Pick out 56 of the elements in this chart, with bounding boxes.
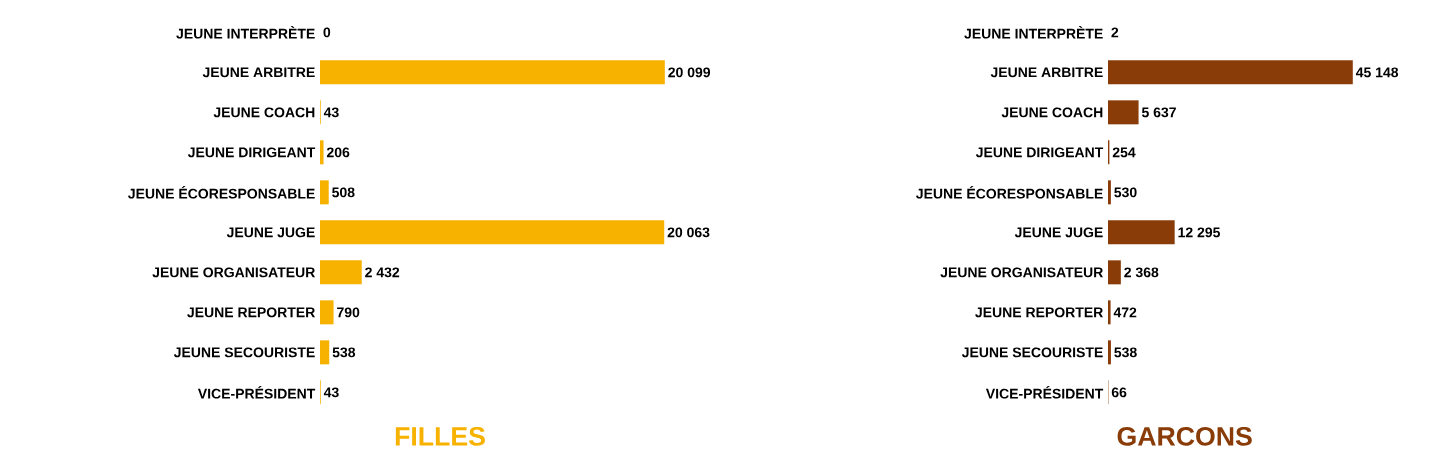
data-label: 43 (323, 387, 339, 398)
y-tick-label: JEUNE JUGE (226, 227, 315, 238)
data-label: 45 148 (1355, 67, 1399, 78)
y-tick-label: VICE-PRÉSIDENT (985, 386, 1104, 399)
y-tick-label: JEUNE SECOURISTE (961, 347, 1103, 358)
data-label: 538 (332, 347, 356, 358)
data-label: 12 295 (1178, 227, 1220, 238)
data-label: 2 368 (1124, 267, 1159, 278)
bar (1108, 60, 1353, 85)
text: FILLES (395, 426, 485, 446)
bar (320, 180, 329, 205)
data-label: 43 (323, 107, 339, 118)
y-tick-label: JEUNE ÉCORESPONSABLE (916, 186, 1103, 199)
y-tick-label: JEUNE REPORTER (975, 307, 1103, 318)
data-label: 472 (1113, 307, 1137, 318)
data-label: 66 (1111, 387, 1127, 398)
y-tick-label: JEUNE INTERPRÈTE (964, 26, 1103, 39)
bar (320, 220, 665, 245)
y-tick-label: JEUNE ORGANISATEUR (940, 267, 1103, 278)
bar (320, 340, 330, 365)
data-label: 2 432 (365, 267, 400, 278)
y-tick-label: VICE-PRÉSIDENT (197, 386, 316, 399)
text: GARCONS (1117, 426, 1252, 446)
data-label: 538 (1114, 347, 1137, 358)
y-tick-label: JEUNE REPORTER (187, 307, 315, 318)
y-tick-label: JEUNE ORGANISATEUR (152, 267, 315, 278)
bar (1108, 220, 1175, 245)
data-label: 530 (1114, 187, 1137, 198)
y-tick-label: JEUNE DIRIGEANT (187, 147, 316, 158)
y-tick-label: JEUNE SECOURISTE (173, 347, 315, 358)
y-tick-label: JEUNE COACH (1001, 107, 1103, 118)
data-label: 508 (332, 187, 355, 198)
data-label: 254 (1112, 147, 1136, 158)
y-tick-label: JEUNE ARBITRE (990, 67, 1103, 78)
data-label: 20 099 (668, 67, 711, 78)
y-tick-label: JEUNE ÉCORESPONSABLE (128, 186, 315, 199)
data-label: 790 (337, 307, 360, 318)
bar (1108, 180, 1111, 205)
bar (1108, 260, 1121, 285)
data-label: 20 063 (667, 227, 710, 238)
bar (320, 140, 324, 165)
y-tick-label: JEUNE INTERPRÈTE (176, 26, 315, 39)
bar (320, 60, 665, 85)
data-label: 0 (323, 27, 331, 38)
bar (320, 260, 362, 285)
y-tick-label: JEUNE COACH (213, 107, 315, 118)
bar (1108, 100, 1139, 125)
data-label: 5 637 (1141, 107, 1176, 118)
data-label: 2 (1111, 27, 1119, 38)
y-tick-label: JEUNE JUGE (1014, 227, 1103, 238)
data-label: 206 (326, 147, 350, 158)
bar (1108, 300, 1111, 325)
bar (1108, 340, 1111, 365)
y-tick-label: JEUNE DIRIGEANT (975, 147, 1104, 158)
bar (320, 300, 334, 325)
y-tick-label: JEUNE ARBITRE (202, 67, 315, 78)
